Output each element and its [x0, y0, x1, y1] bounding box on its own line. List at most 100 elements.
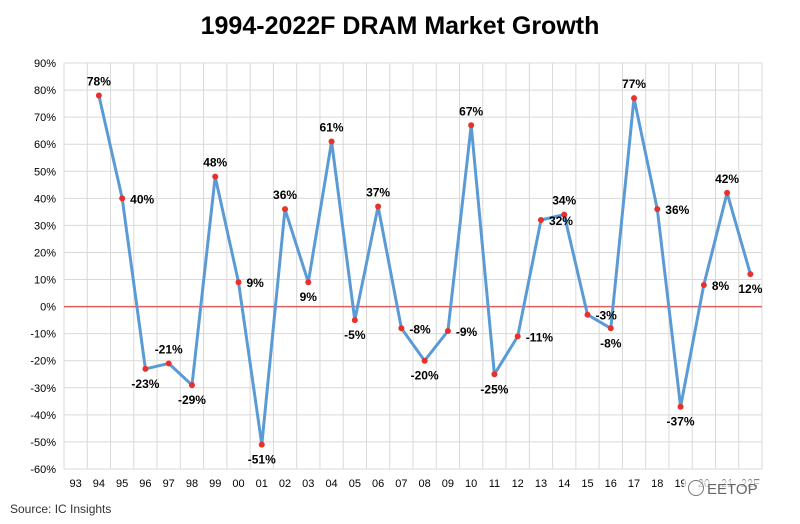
data-label: -9%: [456, 325, 478, 339]
x-tick-label: 97: [163, 478, 175, 490]
data-point: [165, 360, 172, 367]
x-tick-label: 04: [325, 478, 337, 490]
y-tick-label: 70%: [34, 112, 56, 124]
data-point: [468, 122, 475, 129]
data-label: 36%: [665, 203, 689, 217]
x-tick-label: 08: [419, 478, 431, 490]
data-label: -20%: [411, 369, 439, 383]
y-tick-label: 30%: [34, 220, 56, 232]
x-tick-label: 15: [581, 478, 593, 490]
data-label: -8%: [600, 336, 622, 350]
data-point: [444, 327, 451, 334]
data-point: [491, 371, 498, 378]
y-tick-label: 10%: [34, 275, 56, 287]
data-point: [212, 173, 219, 180]
data-point: [282, 206, 289, 213]
data-label: 32%: [549, 214, 573, 228]
data-point: [607, 325, 614, 332]
data-point: [561, 211, 568, 218]
data-labels: 78% 40% -23% -21% -29% 48% 9% -51% 36% 9% 61% -5% 37…: [87, 74, 763, 466]
x-tick-label: 02: [279, 478, 291, 490]
data-point: [654, 206, 661, 213]
y-tick-label: 80%: [34, 85, 56, 97]
x-tick-label: 19: [674, 478, 686, 490]
data-label: 48%: [203, 156, 227, 170]
x-tick-label: 06: [372, 478, 384, 490]
data-label: 9%: [300, 290, 318, 304]
data-point: [677, 403, 684, 410]
y-tick-label: 20%: [34, 247, 56, 259]
data-label: 12%: [738, 282, 762, 296]
y-tick-label: -50%: [30, 437, 56, 449]
data-point: [305, 279, 312, 286]
data-point: [235, 279, 242, 286]
y-axis-ticks: 90% 80% 70% 60% 50% 40% 30% 20% 10% 0% -10% -20% -30…: [30, 58, 56, 476]
data-label: 8%: [712, 279, 730, 293]
x-tick-label: 03: [302, 478, 314, 490]
y-tick-label: -40%: [30, 410, 56, 422]
data-label: -3%: [596, 309, 618, 323]
data-point: [375, 203, 382, 210]
data-point: [537, 216, 544, 223]
chart-title: 1994-2022F DRAM Market Growth: [200, 12, 600, 40]
watermark: EETOP: [684, 480, 762, 498]
x-tick-label: 16: [605, 478, 617, 490]
data-point: [328, 138, 335, 145]
y-tick-label: 0%: [40, 302, 56, 314]
data-label: -23%: [131, 377, 159, 391]
data-label: 36%: [273, 188, 297, 202]
x-tick-label: 99: [209, 478, 221, 490]
data-label: 77%: [622, 77, 646, 91]
data-point: [584, 311, 591, 318]
y-tick-label: 90%: [34, 58, 56, 70]
y-tick-label: 40%: [34, 193, 56, 205]
gridlines: [63, 62, 763, 470]
y-tick-label: -20%: [30, 356, 56, 368]
data-point: [514, 333, 521, 340]
data-point: [142, 365, 149, 372]
data-point: [421, 357, 428, 364]
data-point: [747, 271, 754, 278]
source-note: Source: IC Insights: [10, 502, 112, 516]
data-label: -21%: [155, 342, 183, 356]
x-tick-label: 01: [256, 478, 268, 490]
y-tick-label: 60%: [34, 139, 56, 151]
data-label: 37%: [366, 185, 390, 199]
data-point: [188, 382, 195, 389]
data-label: 34%: [552, 194, 576, 208]
x-tick-label: 10: [465, 478, 477, 490]
data-label: -37%: [667, 415, 695, 429]
data-point: [351, 317, 358, 324]
data-label: 42%: [715, 172, 739, 186]
data-label: 40%: [130, 192, 154, 206]
data-label: -25%: [480, 382, 508, 396]
data-label: 67%: [459, 104, 483, 118]
data-point: [95, 92, 102, 99]
y-tick-label: 50%: [34, 166, 56, 178]
watermark-text: EETOP: [707, 481, 758, 498]
data-label: 9%: [247, 276, 265, 290]
data-point: [631, 95, 638, 102]
x-tick-label: 05: [349, 478, 361, 490]
x-tick-label: 09: [442, 478, 454, 490]
x-tick-label: 95: [116, 478, 128, 490]
x-tick-label: 17: [628, 478, 640, 490]
x-tick-label: 98: [186, 478, 198, 490]
data-label: -11%: [526, 330, 554, 344]
data-label: 78%: [87, 74, 111, 88]
x-axis-ticks: 93 94 95 96 97 98 99 00 01 02 03 04 05 06 07 08 09 10 11 12…: [70, 478, 761, 490]
x-tick-label: 07: [395, 478, 407, 490]
data-points: [95, 92, 754, 448]
x-tick-label: 14: [558, 478, 570, 490]
y-tick-label: -10%: [30, 329, 56, 341]
x-tick-label: 18: [651, 478, 663, 490]
data-label: 61%: [320, 120, 344, 134]
data-point: [724, 189, 731, 196]
data-label: -5%: [344, 328, 366, 342]
data-point: [398, 325, 405, 332]
data-label: -29%: [178, 393, 206, 407]
data-point: [700, 281, 707, 288]
x-tick-label: 12: [512, 478, 524, 490]
x-tick-label: 94: [93, 478, 105, 490]
